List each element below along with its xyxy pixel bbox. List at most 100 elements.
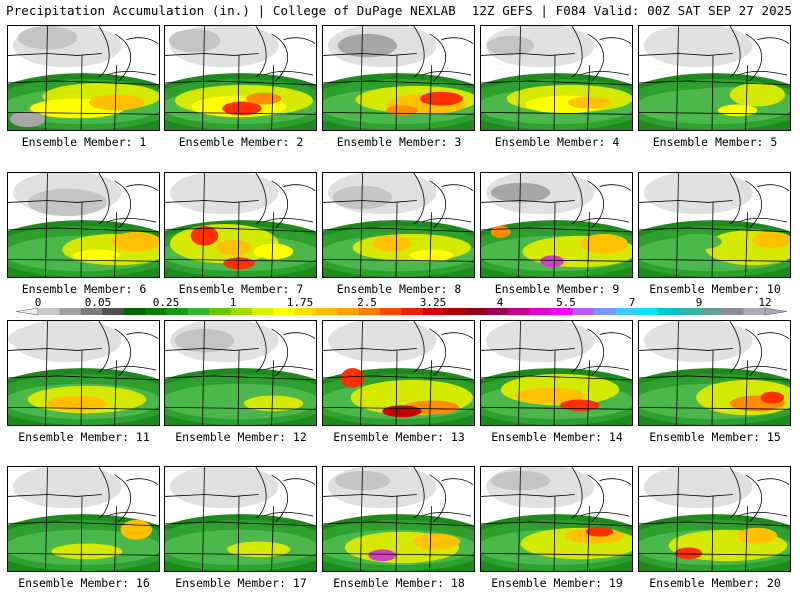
page-title: Precipitation Accumulation (in.) | Colle…: [6, 3, 456, 18]
ensemble-member-map: [480, 320, 633, 426]
map-boundary-line: [263, 511, 314, 517]
ensemble-member-label: Ensemble Member: 10: [649, 282, 781, 296]
map-boundary-line: [165, 494, 259, 497]
map-boundary-line: [98, 173, 110, 225]
map-boundary-line: [255, 321, 267, 373]
colorbar-tick-label: 0: [35, 296, 42, 309]
map-boundary-line: [283, 332, 316, 339]
map-boundary-line: [481, 494, 575, 497]
ensemble-member-map: [480, 25, 633, 131]
ensemble-member-label: Ensemble Member: 6: [21, 282, 147, 296]
colorbar-left-arrow: [15, 307, 39, 316]
map-boundary-line: [676, 173, 679, 277]
ensemble-member-label: Ensemble Member: 2: [178, 135, 304, 149]
colorbar-tick-label: 0.05: [85, 296, 112, 309]
ensemble-member-map: [638, 172, 791, 278]
map-boundary-line: [571, 173, 583, 225]
map-boundary-line: [481, 348, 575, 351]
colorbar-tick-label: 7: [629, 296, 636, 309]
precip-contour: [47, 395, 107, 412]
precip-contour: [227, 541, 291, 558]
precip-contour: [514, 387, 586, 404]
map-boundary-line: [98, 467, 110, 519]
colorbar-swatch: [679, 308, 702, 315]
map-boundary-line: [106, 70, 157, 76]
map-boundary-line: [8, 53, 102, 56]
map-boundary-line: [553, 496, 556, 571]
map-boundary-line: [729, 173, 741, 225]
precip-contour: [111, 231, 159, 252]
map-boundary-line: [481, 552, 632, 556]
map-boundary-line: [676, 467, 679, 571]
map-boundary-line: [587, 328, 605, 377]
colorbar-swatch: [529, 308, 552, 315]
precip-contour: [243, 395, 304, 412]
map-boundary-line: [271, 33, 289, 82]
precip-contour: [688, 182, 748, 203]
map-boundary-line: [757, 37, 790, 44]
map-boundary-line: [587, 506, 590, 571]
map-boundary-line: [441, 184, 474, 191]
colorbar-swatch: [80, 308, 103, 315]
precip-contour: [222, 101, 262, 116]
map-boundary-line: [599, 332, 632, 339]
map-boundary-line: [518, 26, 521, 130]
map-boundary-line: [757, 478, 790, 485]
map-boundary-line: [106, 365, 157, 371]
map-boundary-line: [255, 173, 267, 225]
colorbar-swatch: [187, 308, 210, 315]
map-boundary-line: [202, 173, 205, 277]
colorbar-swatch: [315, 308, 338, 315]
map-boundary-line: [711, 55, 714, 130]
map-boundary-line: [8, 348, 102, 351]
map-boundary-line: [579, 70, 630, 76]
ensemble-member-map: [322, 466, 475, 572]
map-boundary-line: [599, 184, 632, 191]
map-boundary-line: [429, 360, 432, 425]
map-boundary-line: [360, 321, 363, 425]
map-boundary-line: [45, 26, 48, 130]
map-boundary-line: [757, 332, 790, 339]
map-boundary-line: [114, 506, 117, 571]
precipitation-field: [323, 26, 474, 130]
map-boundary-line: [126, 332, 159, 339]
map-boundary-line: [553, 55, 556, 130]
map-boundary-line: [711, 496, 714, 571]
ensemble-member-label: Ensemble Member: 19: [491, 576, 623, 590]
ensemble-member-label: Ensemble Member: 7: [178, 282, 304, 296]
ensemble-member-map: [164, 25, 317, 131]
precip-contour: [382, 405, 422, 418]
map-boundary-line: [745, 33, 763, 82]
precip-contour: [752, 231, 790, 248]
map-boundary-line: [360, 467, 363, 571]
map-boundary-line: [518, 173, 521, 277]
precipitation-field: [639, 467, 790, 571]
map-boundary-line: [323, 111, 474, 115]
map-boundary-line: [429, 474, 447, 523]
colorbar-right-arrow: [764, 307, 788, 316]
ensemble-member-label: Ensemble Member: 15: [649, 430, 781, 444]
map-boundary-line: [202, 467, 205, 571]
map-boundary-line: [114, 328, 132, 377]
map-boundary-line: [745, 212, 748, 277]
map-boundary-line: [237, 350, 240, 425]
ensemble-member-map: [164, 466, 317, 572]
precip-contour: [51, 543, 123, 560]
map-boundary-line: [114, 65, 117, 130]
map-boundary-line: [8, 200, 102, 203]
colorbar-tick-label: 9: [696, 296, 703, 309]
precip-contour: [120, 519, 153, 540]
precipitation-field: [8, 467, 159, 571]
map-boundary-line: [8, 494, 102, 497]
ensemble-member-label: Ensemble Member: 14: [491, 430, 623, 444]
precip-contour: [337, 33, 398, 58]
ensemble-member-label: Ensemble Member: 20: [649, 576, 781, 590]
map-boundary-line: [441, 37, 474, 44]
map-boundary-line: [639, 348, 733, 351]
precip-contour: [368, 549, 397, 562]
precipitation-field: [323, 173, 474, 277]
ensemble-member-map: [638, 25, 791, 131]
map-boundary-line: [518, 321, 521, 425]
map-boundary-line: [429, 212, 432, 277]
colorbar-swatch: [615, 308, 638, 315]
